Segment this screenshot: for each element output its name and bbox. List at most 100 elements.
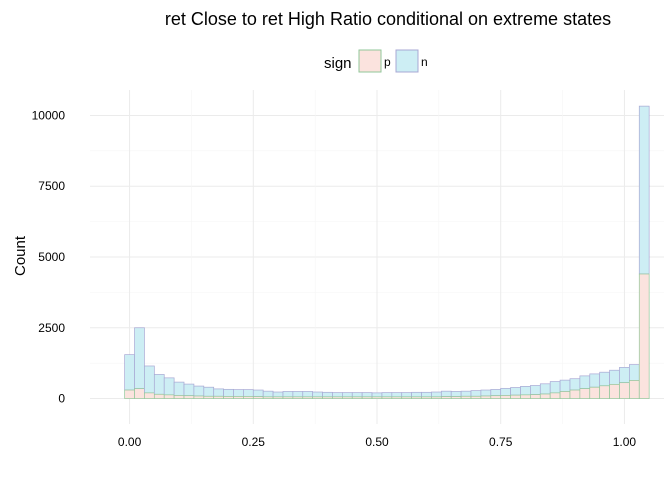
bar-p xyxy=(549,392,561,399)
bar-n xyxy=(431,391,442,398)
x-tick-label: 0.50 xyxy=(365,435,389,449)
bar-n xyxy=(371,392,383,398)
bar-p xyxy=(381,396,393,399)
bar-p xyxy=(134,388,145,399)
y-tick-label: 2500 xyxy=(38,321,65,335)
bar-p xyxy=(153,393,165,399)
chart-title: ret Close to ret High Ratio conditional … xyxy=(165,9,611,29)
y-tick-label: 5000 xyxy=(38,250,65,264)
bar-p xyxy=(520,394,531,399)
bar-p xyxy=(411,396,422,399)
bar-n xyxy=(322,391,333,398)
bar-n xyxy=(203,386,215,397)
bar-n xyxy=(559,379,571,392)
gridlines xyxy=(90,90,664,424)
bar-p xyxy=(500,395,511,399)
bar-n xyxy=(609,369,620,385)
x-axis-ticks: 0.00 0.25 0.50 0.75 1.00 xyxy=(118,435,637,449)
bar-n xyxy=(272,391,284,398)
bar-n xyxy=(638,105,650,275)
bar-p xyxy=(579,388,591,399)
bar-p xyxy=(599,385,610,399)
bar-n xyxy=(144,365,155,394)
bar-n xyxy=(153,374,165,395)
bar-p xyxy=(213,395,224,399)
y-tick-label: 10000 xyxy=(32,108,66,122)
bar-n xyxy=(124,354,135,391)
bar-n xyxy=(460,390,472,397)
bar-p xyxy=(342,396,353,399)
legend-label-n: n xyxy=(421,55,428,69)
bar-n xyxy=(401,392,412,398)
bar-p xyxy=(173,395,185,399)
bar-p xyxy=(312,396,323,399)
bar-p xyxy=(371,396,383,399)
bar-n xyxy=(223,388,234,397)
bar-n xyxy=(569,378,581,391)
bar-p xyxy=(629,380,640,399)
bar-n xyxy=(411,391,422,398)
bar-n xyxy=(342,392,353,398)
bar-n xyxy=(490,389,502,397)
bar-p xyxy=(569,389,581,399)
bar-p xyxy=(391,396,403,399)
bar-p xyxy=(262,396,274,399)
bar-p xyxy=(124,389,135,399)
bar-n xyxy=(243,389,254,397)
legend-title: sign xyxy=(324,55,352,72)
bar-p xyxy=(351,396,363,399)
bar-n xyxy=(173,381,185,396)
bar-n xyxy=(282,391,294,398)
bar-p xyxy=(282,396,294,399)
bar-p xyxy=(530,394,541,399)
bar-p xyxy=(480,395,492,399)
bar-p xyxy=(302,396,314,399)
bar-p xyxy=(332,396,343,399)
bar-p xyxy=(292,396,304,399)
bar-n xyxy=(539,383,551,395)
bar-p xyxy=(203,395,215,399)
legend: sign p n xyxy=(324,49,428,73)
bar-n xyxy=(510,387,521,396)
bar-p xyxy=(460,395,472,399)
bar-n xyxy=(262,390,274,398)
y-tick-label: 0 xyxy=(58,392,65,406)
bar-n xyxy=(599,371,610,387)
bar-p xyxy=(638,273,650,399)
bar-n xyxy=(421,391,432,398)
legend-key-n xyxy=(395,49,419,73)
bar-p xyxy=(233,396,244,399)
legend-key-p xyxy=(358,49,382,73)
bar-p xyxy=(163,394,175,399)
x-tick-label: 0.75 xyxy=(489,435,513,449)
bar-n xyxy=(213,388,224,397)
bar-p xyxy=(490,395,502,399)
bar-n xyxy=(361,392,373,398)
bar-n xyxy=(589,373,601,388)
bar-p xyxy=(589,386,601,399)
bar-n xyxy=(619,367,630,384)
bar-n xyxy=(183,383,195,397)
bar-n xyxy=(134,327,145,389)
y-axis-ticks: 0 2500 5000 7500 10000 xyxy=(32,108,66,405)
bar-n xyxy=(292,391,304,398)
bar-n xyxy=(163,377,175,396)
bar-p xyxy=(431,396,442,399)
bar-p xyxy=(450,396,462,399)
bar-p xyxy=(361,396,373,399)
bar-n xyxy=(302,391,314,398)
bar-n xyxy=(381,392,393,398)
bar-p xyxy=(609,384,620,399)
x-tick-label: 1.00 xyxy=(613,435,637,449)
bar-p xyxy=(401,396,412,399)
bar-n xyxy=(440,390,452,397)
bar-n xyxy=(312,391,323,398)
y-axis-title: Count xyxy=(12,235,29,276)
bar-n xyxy=(480,389,492,397)
bar-n xyxy=(391,392,403,398)
bar-p xyxy=(559,391,571,399)
bar-n xyxy=(500,387,511,396)
bar-n xyxy=(193,385,205,397)
bar-n xyxy=(233,389,244,397)
bar-n xyxy=(450,391,462,397)
